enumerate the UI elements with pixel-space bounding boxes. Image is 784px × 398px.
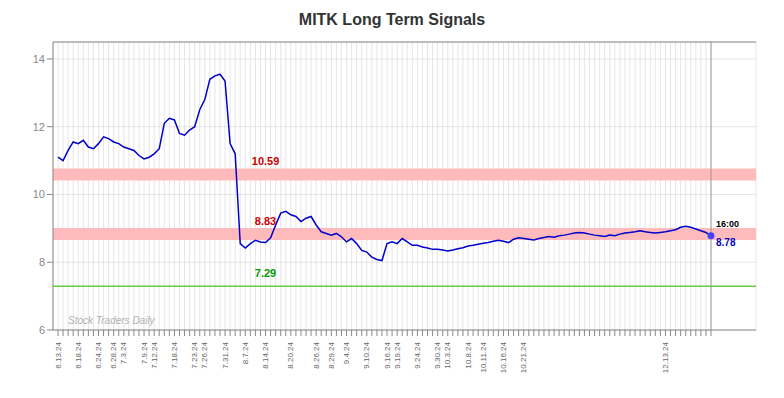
svg-text:8.26.24: 8.26.24	[312, 341, 321, 368]
svg-text:10.8.24: 10.8.24	[464, 341, 473, 368]
svg-text:7.12.24: 7.12.24	[150, 341, 159, 368]
svg-text:6.24.24: 6.24.24	[94, 341, 103, 368]
svg-text:8.78: 8.78	[716, 237, 736, 248]
svg-text:9.4.24: 9.4.24	[342, 341, 351, 364]
svg-text:7.26.24: 7.26.24	[200, 341, 209, 368]
svg-text:10.16.24: 10.16.24	[499, 341, 508, 373]
svg-text:16:00: 16:00	[716, 219, 739, 229]
svg-text:8.14.24: 8.14.24	[261, 341, 270, 368]
svg-text:14: 14	[33, 53, 45, 65]
svg-text:8.29.24: 8.29.24	[327, 341, 336, 368]
svg-text:10.21.24: 10.21.24	[519, 341, 528, 373]
svg-text:8.7.24: 8.7.24	[241, 341, 250, 364]
svg-text:7.9.24: 7.9.24	[140, 341, 149, 364]
svg-text:8: 8	[39, 256, 45, 268]
html-text:MITK Long Term Signals: MITK Long Term Signals	[298, 11, 486, 28]
svg-text:10: 10	[33, 188, 45, 200]
svg-text:12: 12	[33, 121, 45, 133]
svg-text:6.18.24: 6.18.24	[74, 341, 83, 368]
svg-text:6.13.24: 6.13.24	[54, 341, 63, 368]
svg-text:8.83: 8.83	[255, 215, 276, 227]
svg-text:7.18.24: 7.18.24	[170, 341, 179, 368]
svg-text:10.3.24: 10.3.24	[443, 341, 452, 368]
svg-text:6: 6	[39, 324, 45, 336]
svg-text:10.59: 10.59	[252, 155, 280, 167]
svg-text:9.10.24: 9.10.24	[362, 341, 371, 368]
svg-text:9.24.24: 9.24.24	[413, 341, 422, 368]
svg-text:7.31.24: 7.31.24	[221, 341, 230, 368]
svg-text:12.13.24: 12.13.24	[661, 341, 670, 373]
svg-text:6.28.24: 6.28.24	[109, 341, 118, 368]
svg-text:9.30.24: 9.30.24	[433, 341, 442, 368]
svg-text:10.11.24: 10.11.24	[479, 341, 488, 372]
svg-text:9.16.24: 9.16.24	[383, 341, 392, 368]
svg-text:7.29: 7.29	[255, 267, 276, 279]
svg-text:7.23.24: 7.23.24	[190, 341, 199, 368]
svg-text:Stock Traders Daily: Stock Traders Daily	[68, 315, 156, 326]
svg-text:9.19.24: 9.19.24	[393, 341, 402, 368]
svg-text:8.20.24: 8.20.24	[286, 341, 295, 368]
svg-text:7.3.24: 7.3.24	[119, 341, 128, 364]
